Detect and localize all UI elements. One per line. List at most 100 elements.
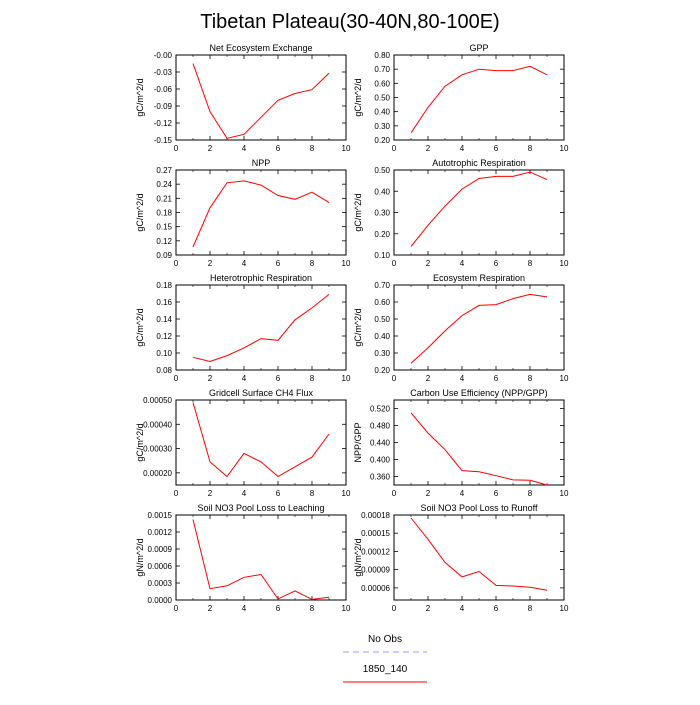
x-tick-label: 8 bbox=[528, 144, 533, 153]
plot-frame bbox=[393, 169, 565, 256]
x-tick-label: 8 bbox=[310, 259, 315, 268]
y-tick-label: 0.00040 bbox=[143, 420, 172, 429]
y-tick-label: -0.03 bbox=[154, 68, 173, 77]
x-tick-label: 2 bbox=[208, 144, 213, 153]
x-tick-label: 2 bbox=[426, 259, 431, 268]
y-tick-label: 0.00012 bbox=[361, 547, 390, 556]
y-tick-label: 0.27 bbox=[156, 166, 172, 175]
series-line bbox=[410, 293, 548, 364]
y-tick-label: 0.10 bbox=[156, 349, 172, 358]
x-tick-label: 2 bbox=[426, 604, 431, 613]
plot-frame bbox=[175, 169, 347, 256]
panel-grid: Net Ecosystem Exchange gC/m^2/d 0 2 4 6 8 10 -0.… bbox=[135, 43, 569, 613]
y-tick-label: 0.12 bbox=[156, 237, 172, 246]
x-tick-label: 6 bbox=[276, 604, 281, 613]
chart-panel: NPP gC/m^2/d 0 2 4 6 8 10 0.09 0.12 0.15 0.18 0.21 0.… bbox=[135, 158, 351, 268]
x-tick-label: 4 bbox=[460, 604, 465, 613]
y-tick-label: 0.24 bbox=[156, 180, 172, 189]
y-tick-label: 0.00030 bbox=[143, 445, 172, 454]
x-tick-label: 10 bbox=[342, 259, 351, 268]
y-tick-label: 0.16 bbox=[156, 298, 172, 307]
chart-panel: Carbon Use Efficiency (NPP/GPP) NPP/GPP 0 2… bbox=[353, 388, 569, 498]
x-tick-label: 6 bbox=[276, 374, 281, 383]
series-line bbox=[192, 294, 330, 363]
y-tick-label: 0.00018 bbox=[361, 511, 390, 520]
x-tick-label: 10 bbox=[560, 259, 569, 268]
y-tick-label: 0.00050 bbox=[143, 396, 172, 405]
y-axis-label: gN/m^2/d bbox=[353, 538, 363, 576]
y-axis-label: gC/m^2/d bbox=[353, 78, 363, 116]
x-tick-label: 8 bbox=[310, 374, 315, 383]
x-tick-label: 4 bbox=[460, 144, 465, 153]
y-tick-label: 0.12 bbox=[156, 332, 172, 341]
y-tick-label: 0.400 bbox=[370, 456, 391, 465]
x-tick-label: 8 bbox=[310, 489, 315, 498]
x-tick-label: 10 bbox=[560, 144, 569, 153]
x-tick-label: 4 bbox=[460, 259, 465, 268]
plot-frame bbox=[393, 284, 565, 371]
series-line bbox=[410, 517, 548, 591]
y-tick-label: 0.18 bbox=[156, 281, 172, 290]
x-tick-label: 6 bbox=[276, 259, 281, 268]
y-tick-label: 0.60 bbox=[374, 79, 390, 88]
x-tick-label: 4 bbox=[242, 489, 247, 498]
x-tick-label: 0 bbox=[174, 144, 179, 153]
x-tick-label: 0 bbox=[174, 489, 179, 498]
chart-panel: GPP gC/m^2/d 0 2 4 6 8 10 0.20 0.30 0.40 0.50 0.60 0.… bbox=[353, 43, 569, 153]
y-tick-label: 0.70 bbox=[374, 281, 390, 290]
x-tick-label: 2 bbox=[208, 604, 213, 613]
y-tick-label: -0.00 bbox=[154, 51, 173, 60]
y-axis-label: gC/m^2/d bbox=[135, 78, 145, 116]
x-tick-label: 10 bbox=[560, 604, 569, 613]
x-tick-label: 0 bbox=[174, 374, 179, 383]
y-tick-label: 0.09 bbox=[156, 251, 172, 260]
x-tick-label: 0 bbox=[392, 489, 397, 498]
series-line bbox=[192, 402, 330, 478]
panel-title: Autotrophic Respiration bbox=[432, 158, 526, 168]
y-tick-label: 0.00006 bbox=[361, 584, 390, 593]
x-tick-label: 8 bbox=[528, 489, 533, 498]
plot-frame bbox=[393, 54, 565, 141]
panel-title: Gridcell Surface CH4 Flux bbox=[209, 388, 314, 398]
y-tick-label: 0.40 bbox=[374, 108, 390, 117]
x-tick-label: 10 bbox=[560, 489, 569, 498]
y-tick-label: 0.0015 bbox=[148, 511, 173, 520]
y-tick-label: 0.14 bbox=[156, 315, 172, 324]
y-axis-label: gC/m^2/d bbox=[135, 423, 145, 461]
y-tick-label: 0.21 bbox=[156, 194, 172, 203]
x-tick-label: 8 bbox=[528, 604, 533, 613]
y-tick-label: -0.12 bbox=[154, 119, 173, 128]
x-tick-label: 4 bbox=[242, 259, 247, 268]
x-tick-label: 6 bbox=[494, 259, 499, 268]
x-tick-label: 2 bbox=[426, 144, 431, 153]
x-tick-label: 6 bbox=[494, 489, 499, 498]
y-tick-label: 0.60 bbox=[374, 298, 390, 307]
y-axis-label: gC/m^2/d bbox=[353, 193, 363, 231]
panel-title: GPP bbox=[469, 43, 488, 53]
y-tick-label: -0.15 bbox=[154, 136, 173, 145]
y-tick-label: 0.0003 bbox=[148, 579, 173, 588]
chart-panel: Soil NO3 Pool Loss to Runoff gN/m^2/d 0 2 4 6… bbox=[353, 503, 569, 613]
x-tick-label: 6 bbox=[494, 374, 499, 383]
panel-title: Soil NO3 Pool Loss to Leaching bbox=[197, 503, 324, 513]
panel-title: Soil NO3 Pool Loss to Runoff bbox=[421, 503, 538, 513]
x-tick-label: 6 bbox=[494, 144, 499, 153]
x-tick-label: 0 bbox=[392, 604, 397, 613]
y-tick-label: 0.0009 bbox=[148, 545, 173, 554]
y-tick-label: 0.00015 bbox=[361, 529, 390, 538]
x-tick-label: 4 bbox=[460, 489, 465, 498]
y-tick-label: 0.50 bbox=[374, 315, 390, 324]
x-tick-label: 8 bbox=[310, 144, 315, 153]
plot-frame bbox=[175, 514, 347, 601]
y-tick-label: 0.18 bbox=[156, 209, 172, 218]
series-line bbox=[410, 412, 548, 486]
y-tick-label: 0.20 bbox=[374, 366, 390, 375]
y-tick-label: 0.40 bbox=[374, 332, 390, 341]
figure-title: Tibetan Plateau(30-40N,80-100E) bbox=[200, 11, 499, 33]
x-tick-label: 0 bbox=[392, 374, 397, 383]
x-tick-label: 4 bbox=[242, 374, 247, 383]
x-tick-label: 10 bbox=[342, 374, 351, 383]
x-tick-label: 4 bbox=[242, 604, 247, 613]
legend-label: 1850_140 bbox=[363, 664, 408, 675]
